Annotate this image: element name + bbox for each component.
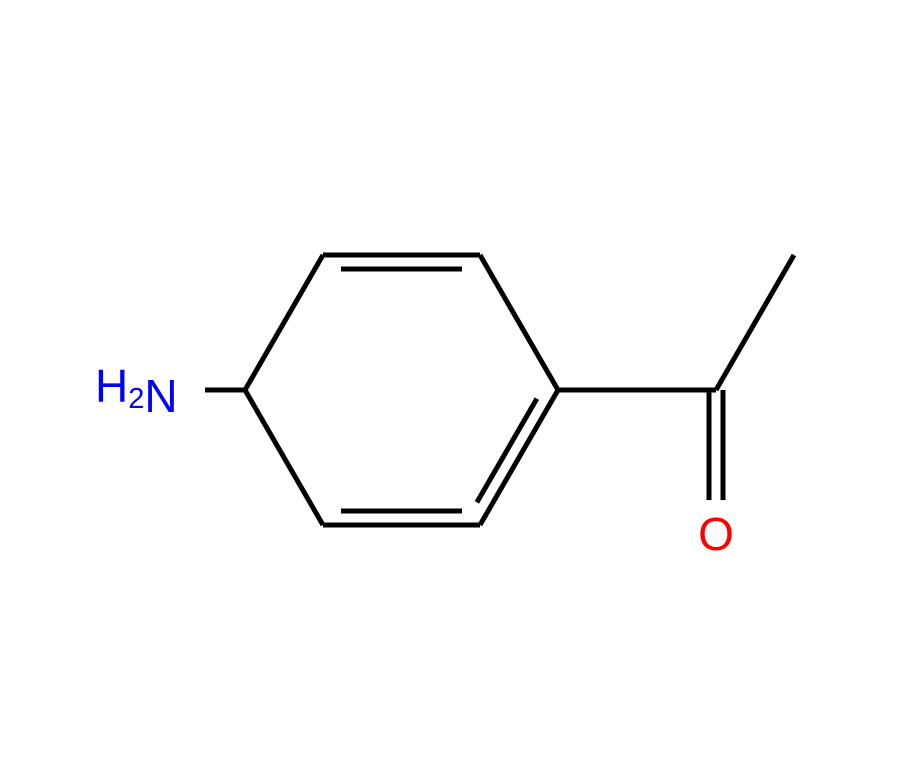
oxygen-label: O — [698, 508, 734, 560]
molecule-diagram: H2N O — [0, 0, 897, 777]
amine-label: H2N — [95, 360, 178, 422]
